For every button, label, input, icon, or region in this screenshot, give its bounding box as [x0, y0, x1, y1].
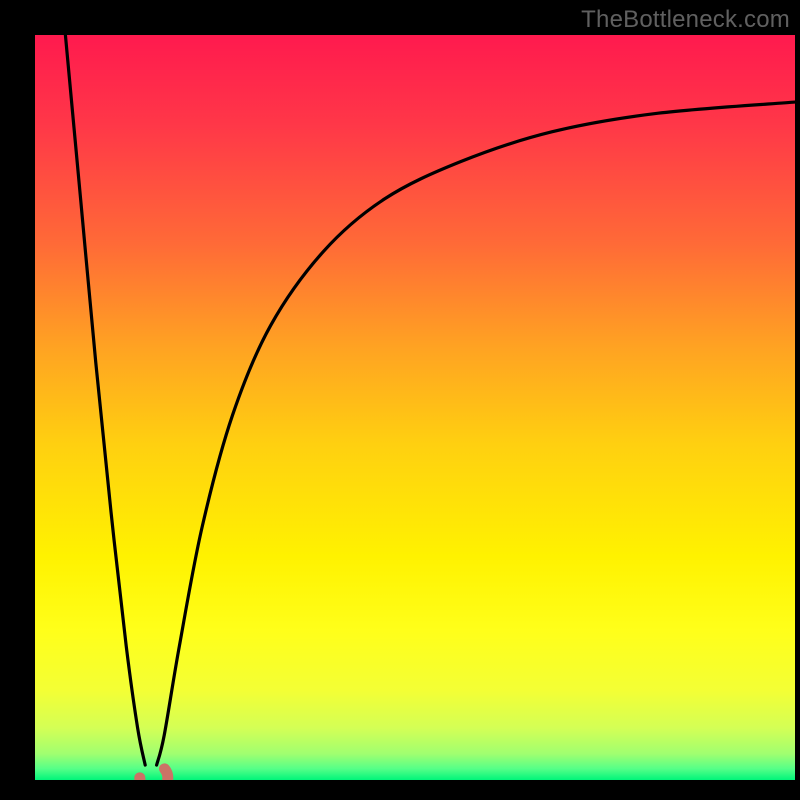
chart-svg — [0, 0, 800, 800]
chart-plot-area — [35, 35, 795, 780]
bottleneck-chart: TheBottleneck.com — [0, 0, 800, 800]
watermark-text: TheBottleneck.com — [581, 6, 790, 34]
